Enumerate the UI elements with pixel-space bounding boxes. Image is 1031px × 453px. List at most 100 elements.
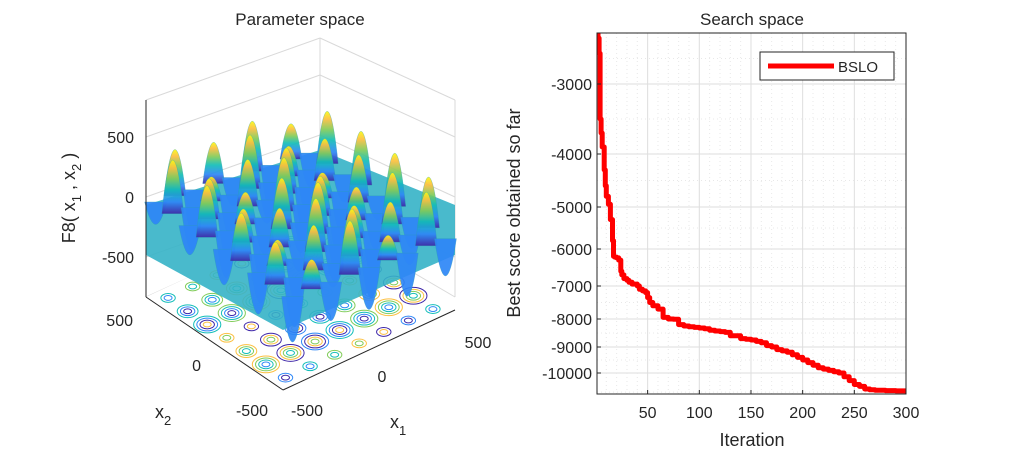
floor-contour: [307, 336, 323, 347]
floor-contour: [179, 306, 196, 317]
x-tick-label: 300: [893, 405, 920, 422]
floor-contour: [199, 319, 215, 330]
floor-contour: [193, 315, 222, 334]
floor-contour: [384, 304, 394, 311]
box-top-right: [319, 37, 456, 101]
x-tick-label: 50: [639, 405, 657, 422]
z-axis-label: F8( x1 , x2 ): [59, 153, 84, 244]
x-tick-label: 200: [789, 405, 816, 422]
surface-trough: [396, 252, 419, 297]
y-tick-label: -5000: [551, 200, 592, 217]
x1-axis-label: x1: [390, 412, 406, 438]
floor-contour: [263, 334, 279, 345]
floor-contour: [356, 313, 372, 324]
x-ticks: 50 100 150 200 250 300: [639, 390, 920, 422]
floor-contour: [217, 304, 246, 322]
y-tick-label: -4000: [551, 147, 592, 164]
surface-peak: [161, 160, 184, 214]
x-tick-label: 150: [738, 405, 765, 422]
floor-contour: [376, 327, 392, 337]
floor-contour: [176, 304, 199, 319]
floor-contour: [359, 315, 369, 322]
z-ticks: 500 0 -500: [102, 130, 134, 267]
surface-peak: [230, 212, 253, 262]
surface-peak: [195, 185, 219, 238]
surface-chart: Parameter space: [59, 10, 491, 438]
floor-contour: [302, 361, 318, 372]
line-grid: [597, 33, 907, 394]
legend: BSLO: [759, 51, 895, 81]
floor-contour: [281, 374, 290, 381]
floor-contour: [255, 357, 277, 372]
floor-contour: [241, 348, 251, 354]
floor-contour: [188, 283, 198, 290]
z-tick-label: 500: [107, 130, 134, 147]
x1-ticks: -500 0 500: [291, 335, 491, 420]
y-tick-label: -9000: [551, 340, 592, 357]
floor-contour: [304, 334, 326, 349]
surface-trough: [319, 281, 342, 321]
zgrid-500-right: [319, 74, 456, 138]
line-series: [597, 33, 906, 394]
x-axis-label: Iteration: [719, 430, 784, 450]
floor-contour: [326, 349, 343, 360]
surface-peaks: [144, 111, 457, 343]
floor-contour: [286, 350, 295, 356]
floor-contour: [207, 296, 217, 303]
floor-contour: [224, 308, 240, 318]
y-tick-label: -8000: [551, 312, 592, 329]
surface-peak: [338, 220, 362, 275]
floor-contour: [310, 338, 320, 345]
floor-contour: [238, 346, 255, 356]
floor-contour: [330, 351, 340, 358]
x2-tick-label: -500: [236, 403, 268, 420]
y-ticks: -3000 -4000 -5000 -6000 -7000 -8000 -9000 -1000…: [542, 77, 601, 383]
y-tick-label: -7000: [551, 279, 592, 296]
floor-contour: [381, 302, 397, 313]
series-line-bslo: [597, 33, 906, 394]
floor-contour: [204, 294, 220, 305]
y-tick-label: -6000: [551, 242, 592, 259]
z-tick-label: -500: [102, 250, 134, 267]
floor-contour: [260, 332, 282, 347]
floor-contour: [400, 315, 417, 326]
floor-contour: [184, 281, 201, 292]
x-tick-label: 250: [841, 405, 868, 422]
surface-trough: [434, 238, 457, 276]
y-axis-line: [145, 296, 284, 391]
legend-label: BSLO: [838, 59, 878, 76]
floor-contour: [258, 359, 274, 370]
floor-contour: [335, 327, 345, 333]
convergence-chart: Search space -3000 -4000 -5000 -6000 -7000 -8…: [504, 10, 919, 450]
floor-contour: [399, 286, 428, 305]
zgrid-500-left: [145, 74, 321, 138]
floor-contour: [425, 304, 441, 314]
convergence-chart-title: Search space: [700, 10, 804, 29]
x-axis-line: [282, 309, 456, 391]
x1-tick-label: 500: [465, 335, 492, 352]
floor-contour: [351, 338, 367, 349]
floor-contour: [251, 355, 281, 374]
x2-tick-label: 500: [106, 313, 133, 330]
floor-contour: [305, 363, 315, 370]
floor-contour: [243, 321, 260, 332]
floor-contour: [354, 340, 364, 347]
x-tick-label: 100: [686, 405, 713, 422]
floor-contour: [282, 348, 299, 358]
floor-contour: [201, 292, 224, 307]
x1-tick-label: 0: [378, 369, 387, 386]
floor-contour: [222, 334, 232, 341]
floor-contour: [325, 321, 354, 339]
floor-contour: [261, 361, 271, 368]
floor-contour: [183, 308, 193, 315]
surface-peak: [236, 159, 259, 207]
floor-contour: [276, 344, 305, 362]
floor-contour: [279, 346, 302, 360]
plot-frame: [596, 32, 907, 395]
floor-contour: [196, 317, 219, 332]
floor-contour: [374, 298, 403, 317]
floor-contour: [219, 332, 235, 343]
floor-contour: [227, 310, 237, 316]
floor-contour: [220, 306, 243, 320]
